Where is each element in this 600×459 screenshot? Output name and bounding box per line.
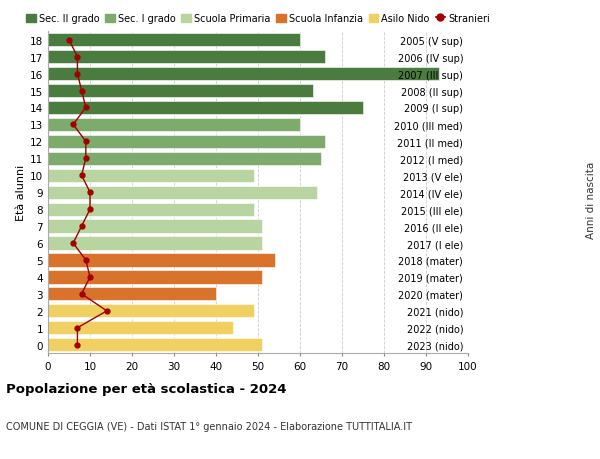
Bar xyxy=(48,169,254,183)
Bar xyxy=(48,152,321,166)
Bar xyxy=(48,85,313,98)
Bar xyxy=(48,68,439,81)
Bar xyxy=(48,305,254,318)
Bar xyxy=(48,321,233,335)
Bar xyxy=(48,51,325,64)
Bar xyxy=(48,237,262,250)
Legend: Sec. II grado, Sec. I grado, Scuola Primaria, Scuola Infanzia, Asilo Nido, Stran: Sec. II grado, Sec. I grado, Scuola Prim… xyxy=(26,14,490,24)
Text: Popolazione per età scolastica - 2024: Popolazione per età scolastica - 2024 xyxy=(6,382,287,396)
Bar xyxy=(48,135,325,149)
Bar xyxy=(48,271,262,284)
Text: Anni di nascita: Anni di nascita xyxy=(586,161,596,238)
Bar xyxy=(48,288,216,301)
Bar xyxy=(48,186,317,199)
Text: COMUNE DI CEGGIA (VE) - Dati ISTAT 1° gennaio 2024 - Elaborazione TUTTITALIA.IT: COMUNE DI CEGGIA (VE) - Dati ISTAT 1° ge… xyxy=(6,421,412,431)
Bar xyxy=(48,220,262,233)
Bar xyxy=(48,34,300,47)
Bar xyxy=(48,101,363,115)
Y-axis label: Età alunni: Età alunni xyxy=(16,165,26,221)
Bar xyxy=(48,254,275,267)
Bar xyxy=(48,338,262,352)
Bar xyxy=(48,203,254,216)
Bar xyxy=(48,118,300,132)
